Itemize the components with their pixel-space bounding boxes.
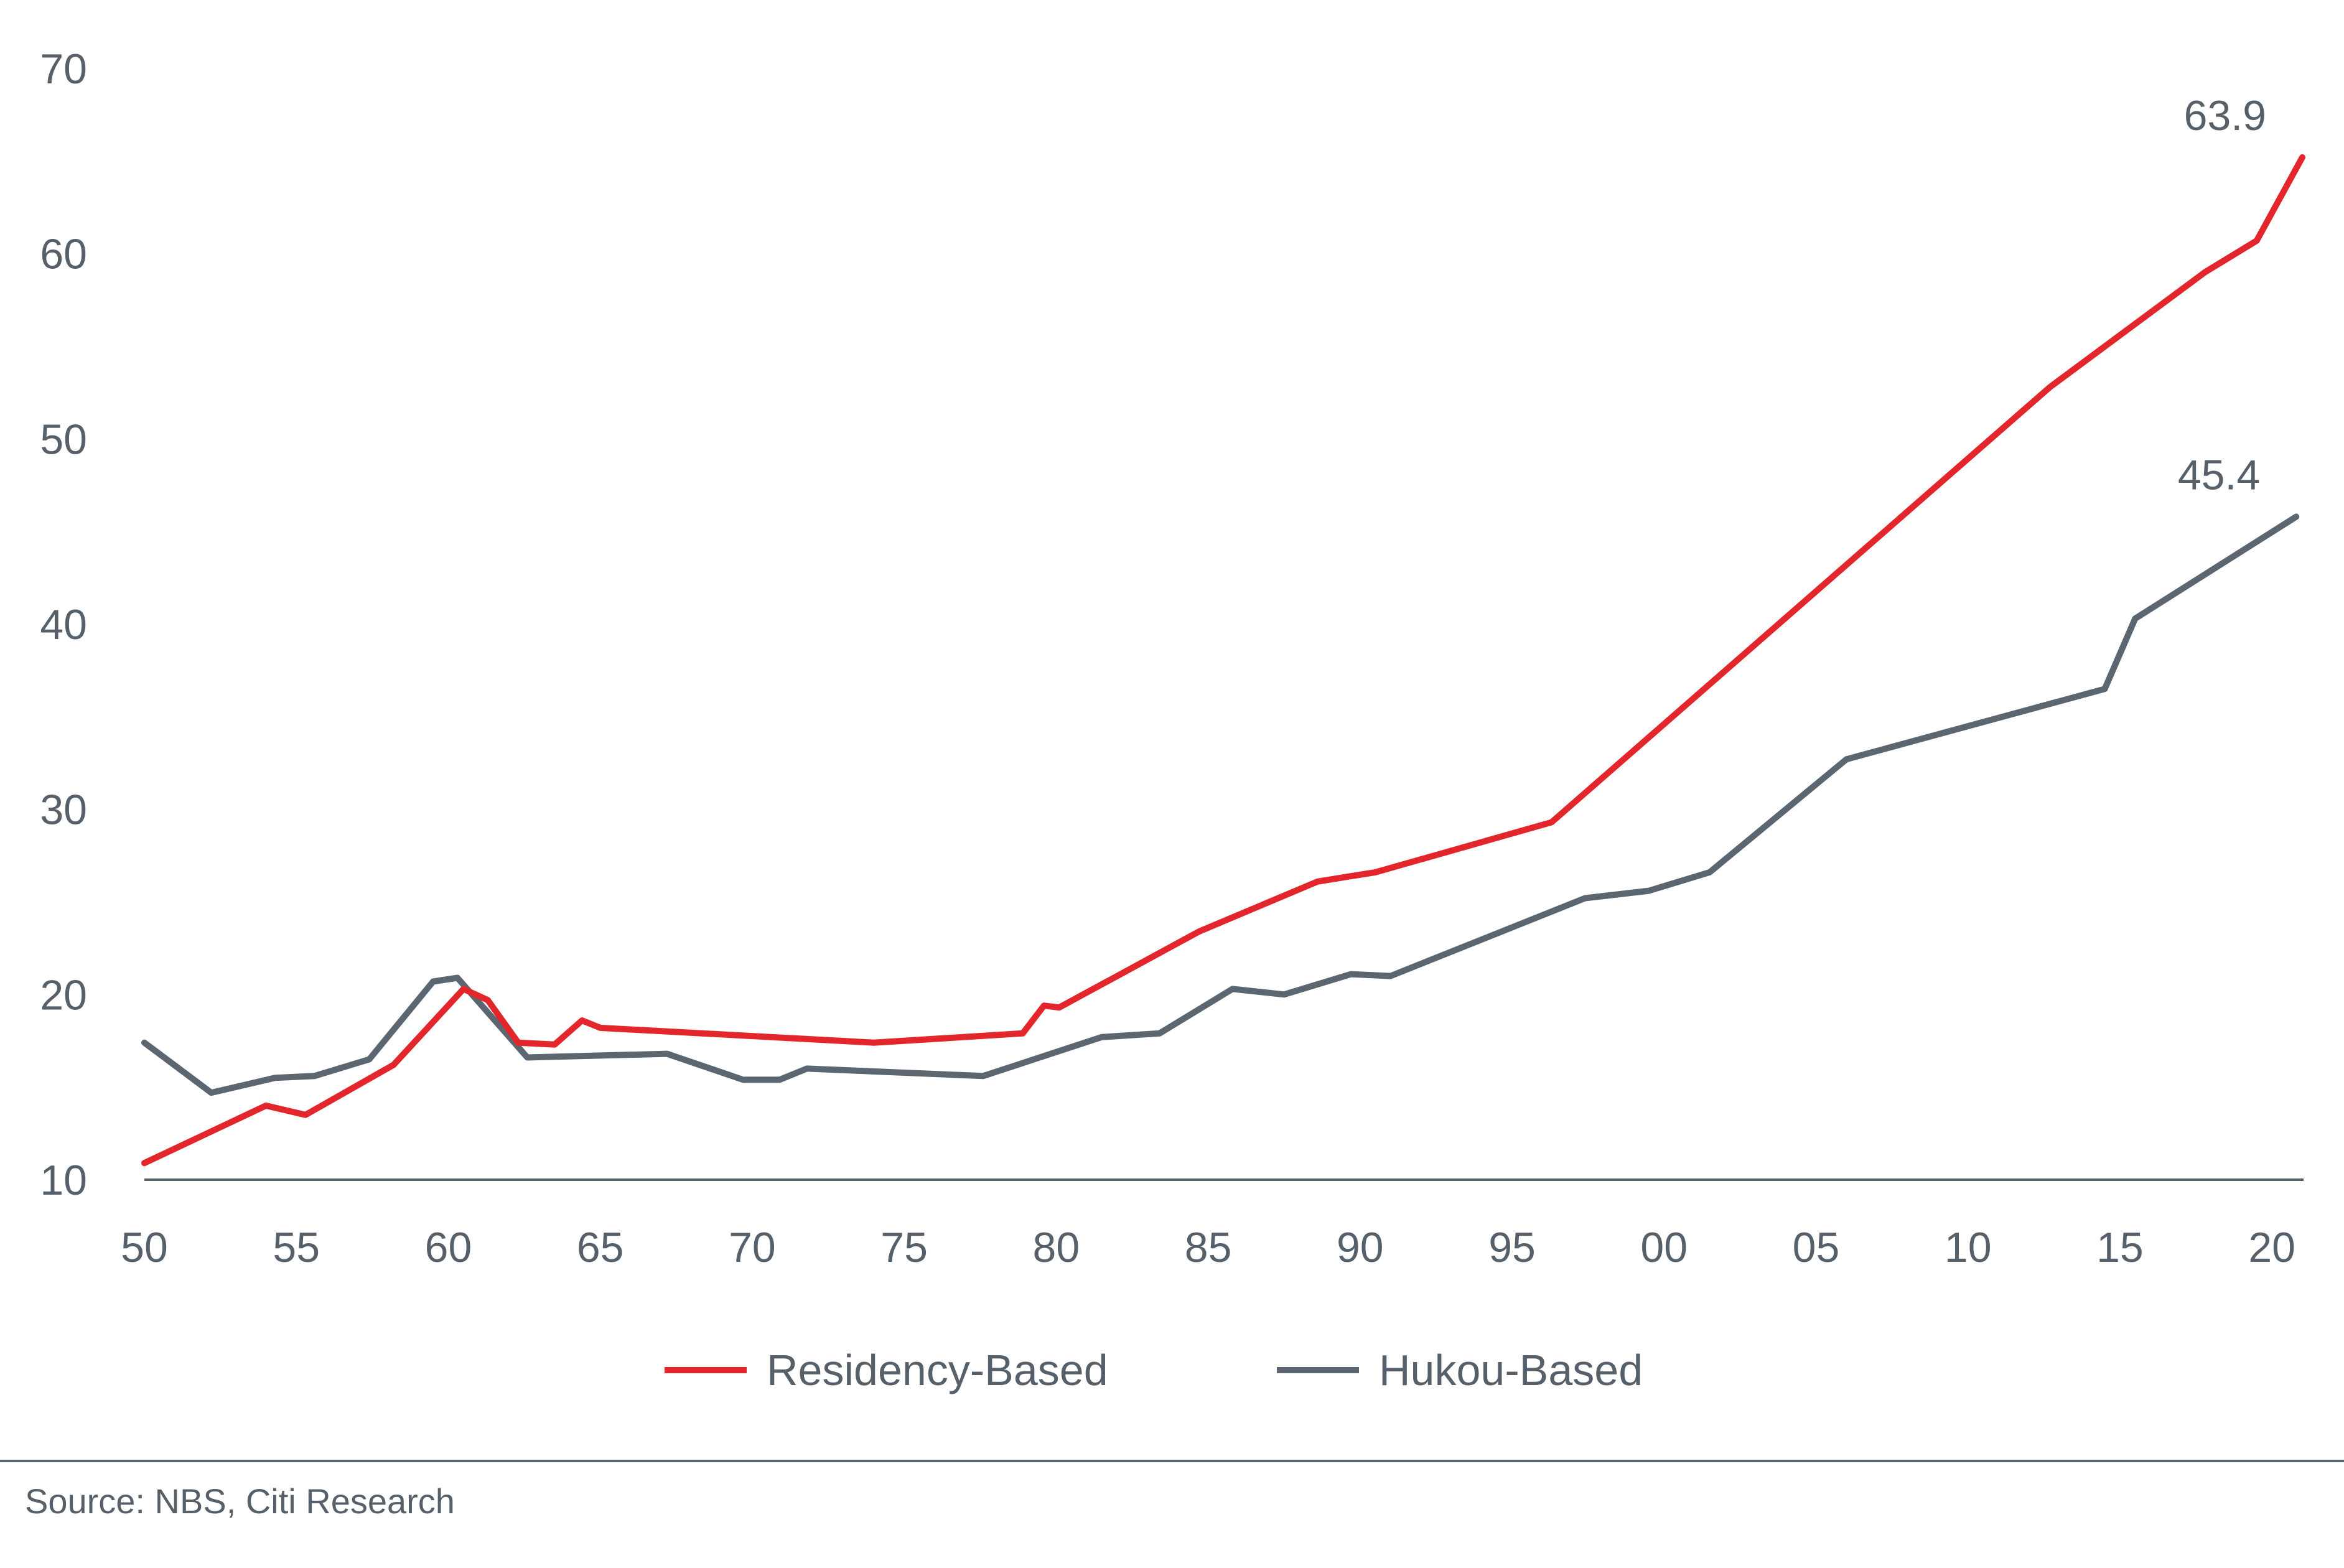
x-tick-label-60: 60	[425, 1224, 472, 1271]
x-tick-label-15: 15	[2096, 1224, 2144, 1271]
x-tick-label-55: 55	[273, 1224, 320, 1271]
y-tick-label-50: 50	[40, 416, 87, 463]
x-tick-label-65: 65	[577, 1224, 624, 1271]
legend: Residency-Based Hukou-Based	[665, 1346, 1643, 1394]
x-tick-label-80: 80	[1033, 1224, 1080, 1271]
y-tick-label-40: 40	[40, 601, 87, 648]
y-tick-label-10: 10	[40, 1157, 87, 1204]
x-tick-label-95: 95	[1488, 1224, 1536, 1271]
x-tick-label-05: 05	[1793, 1224, 1840, 1271]
series-line-residency-based	[141, 154, 2305, 1167]
end-label-hukou-based: 45.4	[2178, 451, 2260, 498]
x-tick-label-70: 70	[729, 1224, 776, 1271]
legend-label-residency: Residency-Based	[767, 1346, 1108, 1394]
x-tick-label-85: 85	[1185, 1224, 1232, 1271]
legend-label-hukou: Hukou-Based	[1379, 1346, 1643, 1394]
y-tick-label-30: 30	[40, 786, 87, 834]
end-labels: 63.9 45.4	[2178, 92, 2266, 498]
x-tick-label-50: 50	[121, 1224, 168, 1271]
x-tick-label-75: 75	[880, 1224, 928, 1271]
x-tick-label-10: 10	[1945, 1224, 1992, 1271]
y-axis-ticks: 10 20 30 40 50 60 70	[40, 45, 87, 1204]
source-note: Source: NBS, Citi Research	[25, 1482, 455, 1521]
y-tick-label-70: 70	[40, 45, 87, 93]
series-line-hukou-based	[141, 513, 2300, 1096]
y-tick-label-60: 60	[40, 231, 87, 278]
y-tick-label-20: 20	[40, 971, 87, 1019]
x-tick-label-20: 20	[2248, 1224, 2295, 1271]
x-axis-ticks: 50 55 60 65 70 75 80 85 90 95 00 05 10 15 20	[121, 1224, 2295, 1271]
series-lines	[141, 154, 2305, 1167]
x-tick-label-90: 90	[1337, 1224, 1384, 1271]
end-label-residency-based: 63.9	[2184, 92, 2266, 139]
x-tick-label-00: 00	[1640, 1224, 1688, 1271]
